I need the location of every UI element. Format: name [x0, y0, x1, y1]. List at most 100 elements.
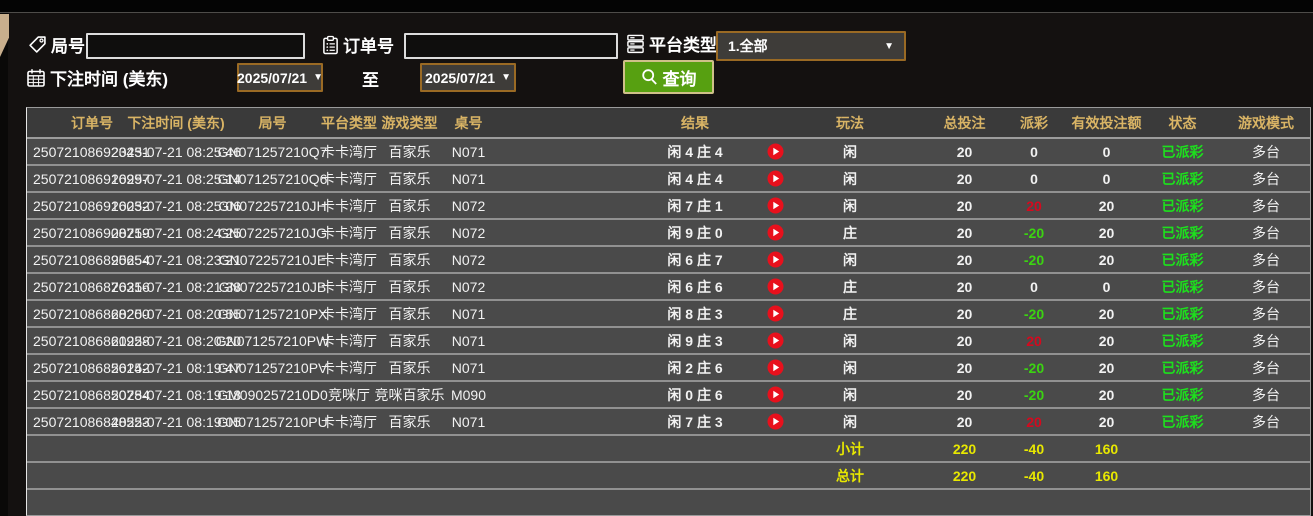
- game-mode-cell: 多台: [1252, 170, 1280, 187]
- subtotal-payout: -40: [1023, 440, 1045, 457]
- play-icon[interactable]: [767, 359, 784, 376]
- clipboard-icon: [322, 35, 339, 55]
- table-row: 250721086850784 2025-07-21 08:19:18 GM09…: [27, 382, 1310, 409]
- top-window-strip: [0, 0, 1313, 13]
- valid-bet-cell: 20: [1098, 332, 1115, 349]
- payout-cell: -20: [1023, 359, 1045, 376]
- game-type-cell: 百家乐: [388, 278, 431, 295]
- tag-icon: [28, 35, 47, 54]
- platform-cell: 卡卡湾厅: [321, 359, 377, 376]
- table-no-cell: M090: [450, 386, 487, 403]
- bet-time-cell: 2025-07-21 08:25:14: [111, 170, 241, 187]
- round-filter-label: 局号: [28, 32, 85, 57]
- game-type-cell: 百家乐: [388, 224, 431, 241]
- table-no-cell: N072: [451, 197, 486, 214]
- status-cell: 已派彩: [1161, 386, 1204, 403]
- table-no-cell: N072: [451, 224, 486, 241]
- total-label: 总计: [836, 467, 864, 484]
- bet-time-cell: 2025-07-21 08:19:05: [111, 413, 241, 430]
- order-id-cell: 250721086848523: [33, 413, 150, 430]
- table-no-cell: N071: [451, 170, 486, 187]
- column-header: 局号: [258, 114, 287, 131]
- play-icon[interactable]: [767, 278, 784, 295]
- result-video-cell: [735, 197, 815, 214]
- play-icon[interactable]: [767, 143, 784, 160]
- table-row: 250721086848523 2025-07-21 08:19:05 GN07…: [27, 409, 1310, 436]
- round-input[interactable]: [86, 33, 305, 59]
- platform-cell: 卡卡湾厅: [321, 305, 377, 322]
- result-cell: 闲 8 庄 3: [667, 305, 723, 322]
- play-icon[interactable]: [767, 170, 784, 187]
- calendar-icon: [26, 68, 46, 88]
- date-from-picker[interactable]: 2025/07/21 ▼: [237, 63, 323, 92]
- left-window-strip: [0, 13, 8, 516]
- game-type-cell: 百家乐: [388, 251, 431, 268]
- bet-time-filter-label: 下注时间 (美东): [26, 65, 168, 90]
- platform-cell: 卡卡湾厅: [321, 413, 377, 430]
- bet-time-cell: 2025-07-21 08:20:55: [111, 305, 241, 322]
- status-cell: 已派彩: [1161, 305, 1204, 322]
- status-cell: 已派彩: [1161, 197, 1204, 214]
- date-to-picker[interactable]: 2025/07/21 ▼: [420, 63, 516, 92]
- table-no-cell: N071: [451, 359, 486, 376]
- order-filter-label: 订单号: [322, 32, 394, 57]
- order-id-cell: 250721086916032: [33, 197, 150, 214]
- total-total-bet: 220: [952, 467, 977, 484]
- bet-time-cell: 2025-07-21 08:19:47: [111, 359, 241, 376]
- play-icon[interactable]: [767, 224, 784, 241]
- platform-cell: 卡卡湾厅: [321, 278, 377, 295]
- play-type-cell: 闲: [843, 332, 857, 349]
- server-stack-icon: [626, 34, 645, 54]
- round-id-cell: GN072257210JH: [218, 197, 327, 214]
- result-cell: 闲 4 庄 4: [667, 143, 723, 160]
- round-id-cell: GM090257210D0: [217, 386, 328, 403]
- game-mode-cell: 多台: [1252, 143, 1280, 160]
- order-filter-label-text: 订单号: [343, 37, 394, 56]
- result-video-cell: [735, 251, 815, 268]
- game-mode-cell: 多台: [1252, 359, 1280, 376]
- platform-cell: 卡卡湾厅: [321, 224, 377, 241]
- column-header: 派彩: [1020, 114, 1048, 131]
- total-bet-cell: 20: [956, 305, 973, 322]
- column-header: 玩法: [836, 114, 864, 131]
- column-header: 下注时间 (美东): [127, 114, 225, 131]
- column-header: 桌号: [454, 114, 483, 131]
- play-icon[interactable]: [767, 413, 784, 430]
- date-from-value: 2025/07/21: [237, 69, 308, 86]
- result-video-cell: [735, 278, 815, 295]
- play-icon[interactable]: [767, 386, 784, 403]
- chevron-down-icon: ▼: [884, 40, 894, 52]
- query-button[interactable]: 查询: [623, 60, 714, 94]
- play-icon[interactable]: [767, 332, 784, 349]
- search-icon: [641, 68, 659, 86]
- table-header-row: 订单号 下注时间 (美东) 局号 平台类型 游戏类型 桌号 结果 玩法 总投注 派彩 有效投注额 状态…: [27, 108, 1310, 139]
- round-id-cell: GN072257210JE: [218, 251, 327, 268]
- platform-cell: 竞咪厅: [328, 386, 370, 403]
- order-id-cell: 250721086876316: [33, 278, 150, 295]
- play-type-cell: 庄: [843, 305, 857, 322]
- payout-cell: 20: [1026, 197, 1042, 214]
- date-to-value: 2025/07/21: [425, 69, 496, 86]
- table-row: 250721086868200 2025-07-21 08:20:55 GN07…: [27, 301, 1310, 328]
- valid-bet-cell: 20: [1098, 413, 1115, 430]
- bet-time-cell: 2025-07-21 08:19:18: [111, 386, 241, 403]
- game-type-cell: 百家乐: [388, 305, 431, 322]
- round-id-cell: GN071257210PU: [217, 413, 328, 430]
- play-icon[interactable]: [767, 305, 784, 322]
- order-id-cell: 250721086850784: [33, 386, 150, 403]
- play-icon[interactable]: [767, 251, 784, 268]
- table-row: 250721086908719 2025-07-21 08:24:25 GN07…: [27, 220, 1310, 247]
- total-bet-cell: 20: [956, 359, 973, 376]
- platform-filter-label-text: 平台类型: [649, 36, 717, 55]
- table-row: 250721086876316 2025-07-21 08:21:38 GN07…: [27, 274, 1310, 301]
- result-cell: 闲 0 庄 6: [667, 386, 723, 403]
- play-icon[interactable]: [767, 197, 784, 214]
- order-input[interactable]: [404, 33, 618, 59]
- column-header: 结果: [681, 114, 709, 131]
- result-cell: 闲 9 庄 3: [667, 332, 723, 349]
- empty-filler-row: [27, 490, 1310, 515]
- grand-total-row: 总计 220 -40 160: [27, 463, 1310, 490]
- total-payout: -40: [1023, 467, 1045, 484]
- play-type-cell: 闲: [843, 359, 857, 376]
- platform-select[interactable]: 1.全部 ▼: [716, 31, 906, 61]
